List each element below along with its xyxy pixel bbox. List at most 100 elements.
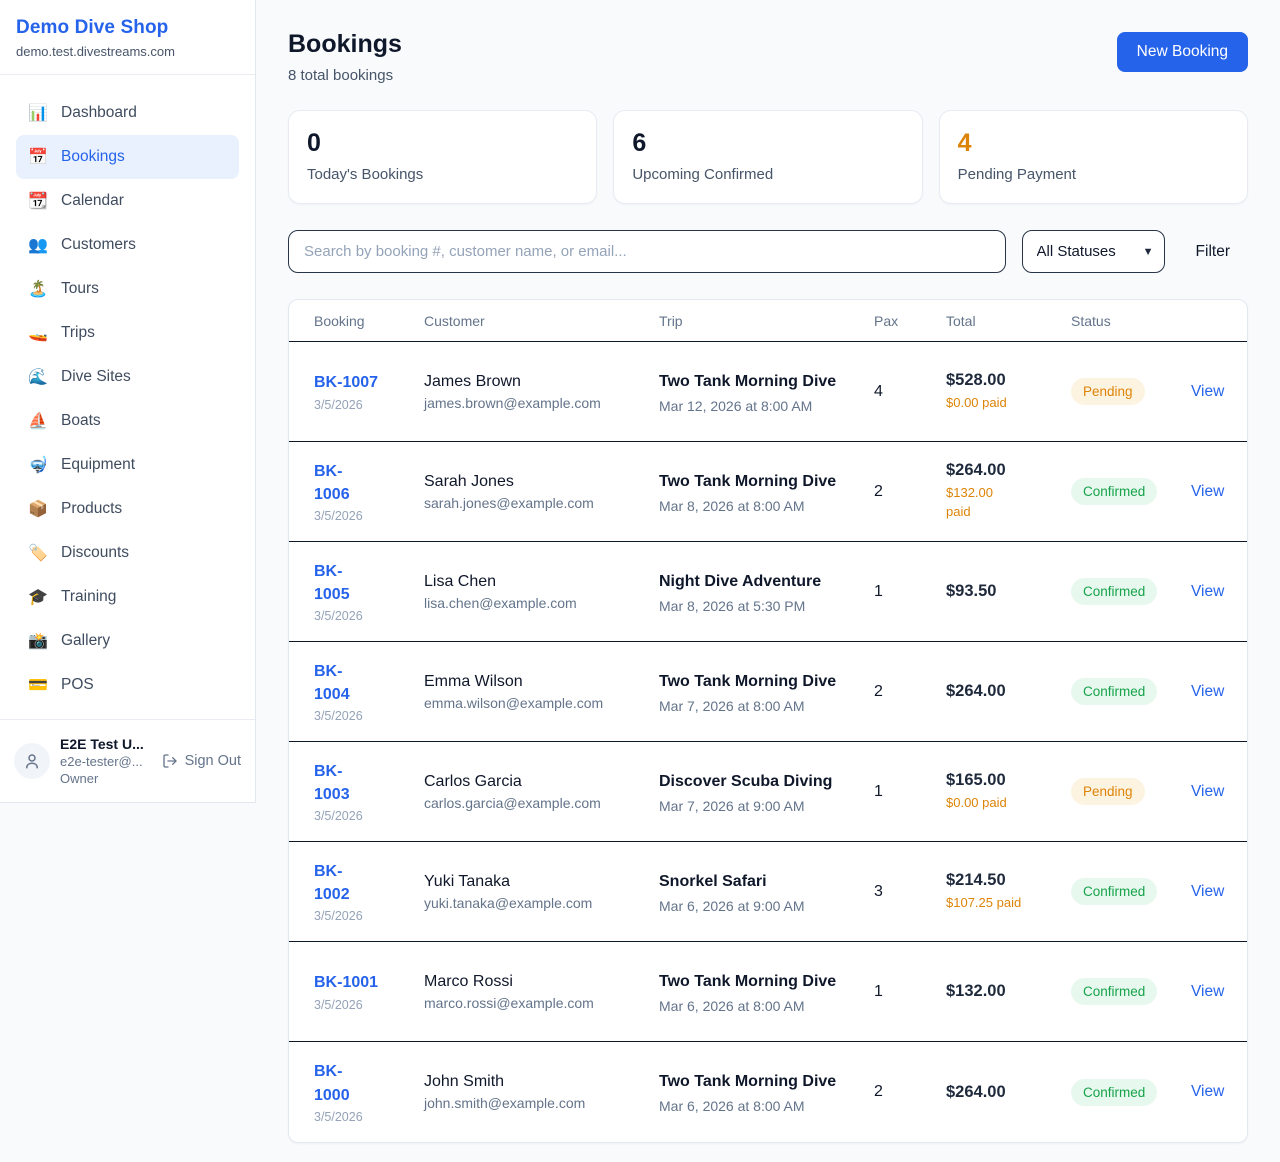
sidebar-item-label: Boats (61, 412, 101, 429)
cell-status: Confirmed (1071, 1078, 1191, 1106)
customer-name: Sarah Jones (424, 472, 514, 490)
status-badge: Confirmed (1071, 478, 1158, 505)
graduation-cap-icon: 🎓 (28, 589, 48, 606)
stat-label: Today's Bookings (307, 166, 424, 183)
sidebar-item-tours[interactable]: 🏝️ Tours (16, 267, 239, 311)
column-header-status: Status (1071, 312, 1111, 329)
sidebar-item-equipment[interactable]: 🤿 Equipment (16, 443, 239, 487)
trip-datetime: Mar 12, 2026 at 8:00 AM (659, 397, 813, 414)
sidebar-item-label: Products (61, 500, 123, 517)
booking-number-link[interactable]: BK- 1000 (314, 1063, 350, 1104)
total-amount: $264.00 (946, 461, 1006, 480)
booking-number-link[interactable]: BK- 1006 (314, 462, 350, 503)
trip-datetime: Mar 8, 2026 at 8:00 AM (659, 497, 805, 514)
trip-name: Two Tank Morning Dive (659, 1073, 837, 1090)
stat-card-1: 6 Upcoming Confirmed (613, 110, 923, 204)
sidebar-item-gallery[interactable]: 📸 Gallery (16, 619, 239, 663)
cell-trip: Two Tank Morning Dive Mar 6, 2026 at 8:00… (659, 1070, 874, 1114)
view-link[interactable]: View (1191, 982, 1225, 1000)
cell-status: Confirmed (1071, 678, 1191, 705)
sidebar-item-customers[interactable]: 👥 Customers (16, 223, 239, 267)
trip-datetime: Mar 7, 2026 at 9:00 AM (659, 797, 805, 814)
cell-pax: 1 (874, 582, 883, 600)
new-booking-button[interactable]: New Booking (1116, 32, 1248, 72)
status-select[interactable]: All Statuses (1021, 230, 1165, 273)
stat-value: 4 (957, 129, 972, 157)
tear-off-calendar-icon: 📆 (28, 193, 48, 210)
cell-trip: Two Tank Morning Dive Mar 7, 2026 at 8:00… (659, 670, 874, 714)
brand-domain: demo.test.divestreams.com (16, 44, 175, 59)
trip-name: Two Tank Morning Dive (659, 672, 837, 690)
stat-card-0: 0 Today's Bookings (288, 110, 598, 204)
cell-actions: View (1191, 583, 1224, 601)
table-header-row: Booking Customer Trip Pax Total Status (289, 300, 1247, 342)
cell-actions: View (1191, 683, 1224, 701)
view-link[interactable]: View (1191, 682, 1225, 700)
trip-name: Snorkel Safari (659, 872, 767, 890)
total-amount: $264.00 (946, 1082, 1006, 1101)
sidebar-item-label: Gallery (61, 632, 111, 649)
trip-name: Two Tank Morning Dive (659, 972, 837, 990)
stat-value: 6 (632, 129, 647, 157)
cell-pax: 3 (874, 882, 883, 900)
sidebar-item-products[interactable]: 📦 Products (16, 487, 239, 531)
avatar (14, 743, 50, 779)
view-link[interactable]: View (1191, 882, 1225, 900)
total-amount: $132.00 (946, 982, 1006, 1000)
sidebar-item-calendar[interactable]: 📆 Calendar (16, 179, 239, 223)
brand-name[interactable]: Demo Dive Shop (16, 17, 169, 38)
view-link[interactable]: View (1191, 382, 1225, 400)
user-email: e2e-tester@... (60, 754, 143, 769)
sidebar-item-trips[interactable]: 🚤 Trips (16, 311, 239, 355)
status-badge: Confirmed (1071, 978, 1158, 1005)
booking-number-link[interactable]: BK-1001 (314, 974, 379, 992)
booking-number-link[interactable]: BK- 1002 (314, 862, 350, 903)
sidebar-item-bookings[interactable]: 📅 Bookings (16, 135, 239, 179)
cell-pax: 1 (874, 782, 883, 800)
sidebar-item-label: Bookings (61, 148, 125, 165)
booking-date: 3/5/2026 (314, 509, 363, 524)
booking-number-link[interactable]: BK-1007 (314, 374, 379, 392)
sidebar-item-dashboard[interactable]: 📊 Dashboard (16, 91, 239, 135)
sidebar-item-discounts[interactable]: 🏷️ Discounts (16, 531, 239, 575)
cell-actions: View (1191, 783, 1224, 801)
sidebar-item-label: Dive Sites (61, 368, 131, 385)
cell-actions: View (1191, 383, 1224, 401)
search-input[interactable] (288, 230, 1006, 273)
sidebar: Demo Dive Shop demo.test.divestreams.com… (0, 0, 256, 803)
booking-number-link[interactable]: BK- 1004 (314, 662, 350, 703)
status-badge: Confirmed (1071, 1078, 1158, 1106)
cell-customer: Lisa Chen lisa.chen@example.com (424, 573, 659, 611)
cell-total: $264.00 (946, 1083, 1071, 1102)
customer-email: yuki.tanaka@example.com (424, 894, 593, 911)
sidebar-item-training[interactable]: 🎓 Training (16, 575, 239, 619)
main-content: Bookings 8 total bookings New Booking 0 T… (256, 0, 1280, 1143)
sidebar-user-footer: E2E Test U... e2e-tester@... Owner Sign … (0, 719, 255, 802)
filter-button[interactable]: Filter (1195, 242, 1230, 260)
cell-booking: BK- 1004 3/5/2026 (314, 660, 424, 723)
total-amount: $165.00 (946, 770, 1006, 789)
sign-out-button[interactable]: Sign Out (162, 753, 241, 769)
customer-name: Lisa Chen (424, 572, 497, 590)
customer-name: Emma Wilson (424, 672, 523, 690)
cell-total: $528.00 $0.00 paid (946, 371, 1071, 413)
cell-status: Pending (1071, 778, 1191, 805)
cell-total: $214.50 $107.25 paid (946, 871, 1071, 913)
sidebar-item-dive-sites[interactable]: 🌊 Dive Sites (16, 355, 239, 399)
sign-out-label: Sign Out (184, 753, 241, 769)
view-link[interactable]: View (1191, 482, 1225, 500)
cell-booking: BK- 1005 3/5/2026 (314, 560, 424, 623)
view-link[interactable]: View (1191, 1083, 1225, 1100)
customer-email: lisa.chen@example.com (424, 594, 577, 611)
person-icon (26, 754, 38, 769)
cell-trip: Two Tank Morning Dive Mar 8, 2026 at 8:00… (659, 470, 874, 514)
booking-number-link[interactable]: BK- 1003 (314, 762, 350, 803)
view-link[interactable]: View (1191, 782, 1225, 800)
sidebar-item-boats[interactable]: ⛵ Boats (16, 399, 239, 443)
cell-booking: BK- 1003 3/5/2026 (314, 760, 424, 823)
sidebar-item-pos[interactable]: 💳 POS (16, 663, 239, 707)
booking-number-link[interactable]: BK- 1005 (314, 562, 350, 603)
view-link[interactable]: View (1191, 582, 1225, 600)
trip-datetime: Mar 6, 2026 at 9:00 AM (659, 897, 805, 914)
stats-cards: 0 Today's Bookings 6 Upcoming Confirmed 4 Pen… (288, 110, 1248, 204)
